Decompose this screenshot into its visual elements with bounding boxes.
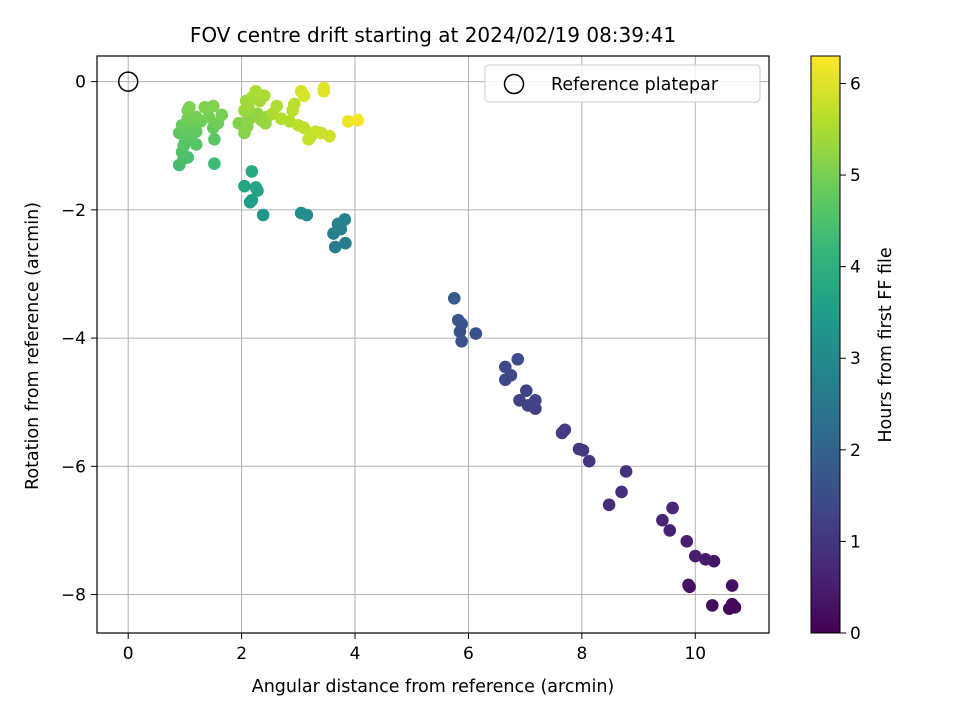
x-tick-label: 10 [684,644,706,664]
plot-axes: 0 2 4 6 8 10 0 −2 −4 −6 −8 [61,55,770,664]
chart-title: FOV centre drift starting at 2024/02/19 … [190,23,676,47]
x-tick-label: 6 [463,644,474,664]
legend-label: Reference platepar [551,75,719,95]
colorbar-tick-label: 2 [850,441,861,461]
data-point [447,292,461,305]
data-point [705,599,719,612]
x-tick-label: 0 [123,644,134,664]
data-point [238,179,251,193]
data-point [725,597,739,611]
reference-point-marker [117,71,139,92]
data-point [339,236,352,250]
colorbar-tick-label: 0 [850,624,861,644]
data-point [615,485,628,499]
y-tick-label: −8 [61,586,86,606]
data-point [338,213,352,226]
y-tick-label: −6 [61,457,86,477]
data-point [208,157,221,171]
colorbar-tick-label: 5 [850,166,861,186]
data-point [270,99,284,113]
x-tick-label: 4 [350,644,361,664]
data-point [297,89,311,103]
data-point [328,240,342,254]
colorbar-label: Hours from first FF file [876,247,896,442]
data-point [245,193,259,207]
colorbar-tick-label: 4 [850,258,861,278]
data-point [499,360,512,374]
data-point [351,113,365,127]
data-point [663,524,677,537]
x-axis-label: Angular distance from reference (arcmin) [252,677,615,697]
data-point [249,84,263,98]
data-point [451,313,465,327]
colorbar-tick-label: 3 [850,349,861,369]
data-point [455,334,468,348]
data-point [582,454,596,468]
data-point [183,100,196,114]
data-point [619,465,633,478]
data-point [288,97,301,111]
legend: Reference platepar [484,64,761,103]
y-tick-label: −4 [61,329,86,349]
data-point [666,501,679,515]
colorbar-tick-label: 1 [850,532,861,552]
y-tick-label: −2 [61,201,86,221]
grid [97,56,769,633]
data-point [294,206,308,220]
data-point [323,129,336,143]
data-point [341,115,355,128]
legend-marker [503,73,525,95]
data-point [469,327,483,340]
data-point [297,121,311,135]
data-point [245,165,259,178]
data-point [682,578,695,592]
data-point [602,498,616,512]
data-points [117,71,742,615]
data-point [215,108,229,122]
data-point [555,426,569,440]
x-tick-label: 8 [576,644,587,664]
x-tick-label: 2 [236,644,247,664]
colorbar: 0 1 2 3 4 5 6 [810,55,861,644]
colorbar-tick-label: 6 [850,74,861,94]
data-point [206,99,220,113]
y-axis-label: Rotation from reference (arcmin) [23,202,43,490]
data-point [317,81,331,95]
data-point [529,393,542,407]
legend-box [484,64,761,103]
plot-frame [96,55,770,634]
y-tick-label: 0 [75,73,86,93]
data-point [680,535,694,548]
data-point [699,552,712,566]
data-point [656,513,669,527]
data-point [511,352,525,366]
data-point [688,549,702,563]
data-point [249,181,263,194]
data-point [202,110,216,124]
data-point [519,384,533,397]
colorbar-gradient [810,55,841,634]
data-point [513,393,526,407]
data-point [256,208,270,222]
data-point [208,133,221,146]
data-point [725,579,739,592]
data-point [572,442,586,456]
